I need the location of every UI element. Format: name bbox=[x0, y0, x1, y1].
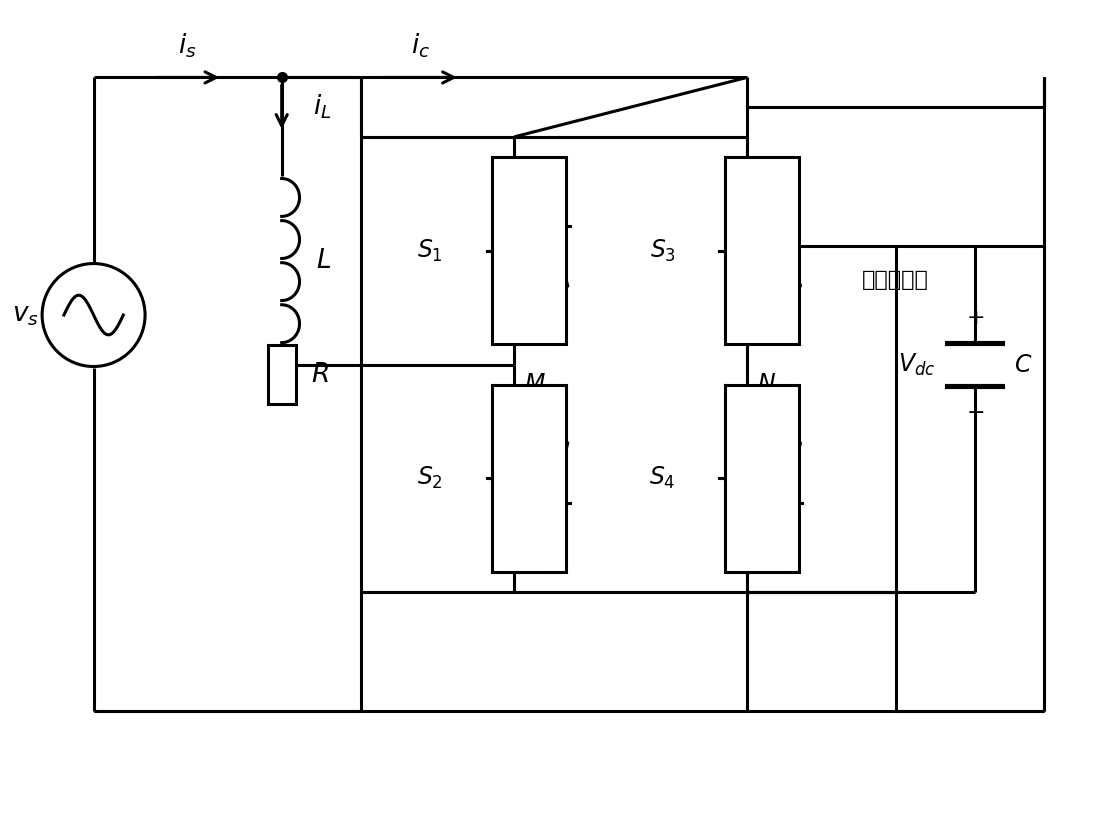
Text: $N$: $N$ bbox=[757, 373, 776, 396]
Bar bbox=[725, 158, 799, 344]
Text: $C$: $C$ bbox=[1013, 353, 1032, 376]
Text: $i_L$: $i_L$ bbox=[313, 93, 332, 122]
Bar bbox=[747, 107, 1044, 246]
Text: 非线性负载: 非线性负载 bbox=[862, 270, 929, 290]
Text: $R$: $R$ bbox=[312, 362, 329, 387]
Text: $i_s$: $i_s$ bbox=[178, 32, 197, 60]
Text: $S_4$: $S_4$ bbox=[649, 465, 675, 491]
Bar bbox=[361, 137, 896, 592]
Bar bbox=[492, 385, 567, 572]
Text: $v_s$: $v_s$ bbox=[12, 303, 40, 328]
Bar bbox=[268, 344, 295, 404]
Text: $i_c$: $i_c$ bbox=[411, 32, 430, 60]
Text: $S_1$: $S_1$ bbox=[417, 238, 444, 264]
Text: $L$: $L$ bbox=[316, 248, 332, 273]
Bar bbox=[725, 385, 799, 572]
Text: $M$: $M$ bbox=[524, 373, 546, 396]
Bar bbox=[492, 158, 567, 344]
Text: $+$: $+$ bbox=[965, 308, 984, 328]
Text: $-$: $-$ bbox=[965, 401, 984, 421]
Text: $S_2$: $S_2$ bbox=[417, 465, 444, 491]
Text: $V_{dc}$: $V_{dc}$ bbox=[898, 351, 935, 378]
Text: $S_3$: $S_3$ bbox=[650, 238, 675, 264]
